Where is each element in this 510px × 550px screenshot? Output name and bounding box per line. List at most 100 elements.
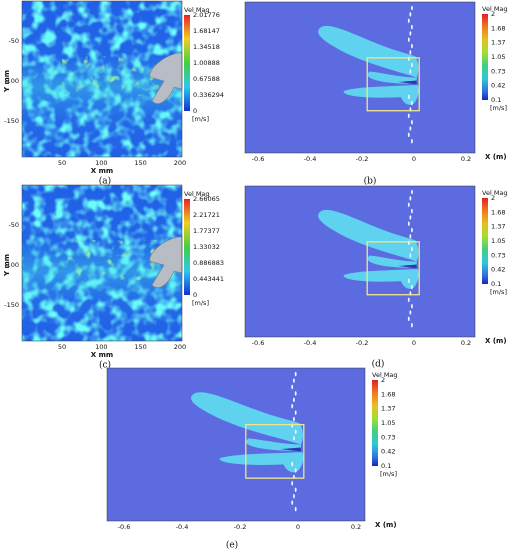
plume-upper (318, 209, 419, 262)
x-tick-label: 0 (412, 339, 416, 347)
colorbar-label: 1.05 (381, 419, 395, 427)
x-axis-label: X mm (91, 351, 113, 359)
colorbar (184, 199, 190, 295)
x-tick-label: 0 (412, 155, 416, 163)
colorbar-label: 0.73 (491, 251, 505, 259)
blade-trace (291, 384, 294, 390)
blade-trace (409, 12, 412, 17)
colorbar-label: 1.68147 (193, 27, 220, 35)
x-tick-label: 0 (296, 523, 300, 531)
blade-trace (291, 500, 294, 505)
y-axis-label: Y mm (3, 254, 11, 277)
x-tick-label: 200 (174, 159, 186, 167)
colorbar (482, 14, 488, 100)
blade-trace (293, 416, 295, 422)
x-tick-label: 50 (58, 343, 66, 351)
blade-trace (411, 43, 413, 49)
x-tick-label: -0.2 (234, 523, 247, 531)
blade-trace (409, 253, 412, 258)
plume-lower (343, 85, 419, 105)
frame (21, 0, 183, 158)
blade-trace (407, 278, 410, 284)
blade-trace (294, 429, 297, 435)
frame (244, 185, 476, 338)
blade-trace (411, 62, 413, 68)
blade-trace (411, 24, 413, 30)
colorbar-label: 0.73 (491, 67, 505, 75)
colorbar-title: Vel Mag (372, 371, 398, 379)
blade-trace (407, 297, 410, 303)
colorbar-label: 0.42 (491, 266, 505, 274)
colorbar-unit: [m/s] (192, 299, 209, 307)
blade-trace (293, 494, 295, 499)
x-axis-label: X (m) (485, 153, 507, 161)
wake-core (398, 80, 417, 85)
plume-lower (219, 452, 304, 473)
blade-trace (411, 323, 413, 328)
blade-trace (407, 37, 410, 42)
plume-mid (246, 438, 301, 451)
y-tick-label: -150 (4, 117, 19, 125)
blade-trace (411, 246, 413, 252)
blade-trace (409, 234, 412, 239)
blade-trace (291, 404, 294, 409)
x-tick-label: 0.2 (461, 339, 471, 347)
blade-trace (409, 196, 412, 201)
blade-trace (411, 284, 413, 290)
plume-upper (191, 392, 303, 445)
colorbar-label: 1.00888 (193, 59, 220, 67)
colorbar-unit: [m/s] (490, 104, 507, 112)
x-tick-label: -0.4 (304, 155, 317, 163)
colorbar-label: 0 (193, 107, 197, 115)
cfd-field (107, 368, 365, 521)
x-axis-label: X (m) (485, 337, 507, 345)
colorbar-label: 2 (381, 376, 385, 384)
blade-trace (294, 410, 297, 415)
plume-mid (367, 255, 417, 268)
colorbar-label: 0 (193, 291, 197, 299)
blade-trace (411, 208, 413, 214)
x-tick-label: 0.2 (351, 523, 361, 531)
blade-trace (409, 126, 412, 131)
colorbar-label: 1.68 (491, 24, 505, 32)
colorbar (184, 15, 190, 111)
x-tick-label: 100 (95, 343, 107, 351)
blade-trace (294, 468, 297, 473)
colorbar-label: 0.336294 (193, 91, 224, 99)
piv-noise-green (62, 240, 162, 280)
colorbar-label: 2.21721 (193, 211, 220, 219)
y-tick-label: 100 (7, 261, 19, 269)
colorbar-unit: [m/s] (192, 115, 209, 123)
x-tick-label: 200 (174, 343, 186, 351)
x-tick-label: -0.6 (252, 155, 265, 163)
blade-trace (293, 397, 295, 403)
colorbar-label: 0.42 (381, 448, 395, 456)
x-axis-label: X (m) (375, 521, 397, 529)
cfd-field (245, 186, 475, 337)
blade-trace (411, 303, 413, 309)
x-tick-label: 0.2 (461, 155, 471, 163)
colorbar-label: 1.37 (381, 405, 395, 413)
colorbar-label: 2.01776 (193, 11, 220, 19)
blade-trace (411, 100, 413, 106)
blade-trace (409, 50, 412, 55)
colorbar-label: 1.37 (491, 223, 505, 231)
cfd-field (245, 2, 475, 153)
colorbar-label: 0.1 (491, 96, 501, 104)
colorbar-label: 1.05 (491, 53, 505, 61)
colorbar-label: 1.68 (491, 208, 505, 216)
colorbar-label: 2 (491, 194, 495, 202)
zoom-box (366, 241, 420, 296)
blade-trace (294, 371, 297, 377)
frame (106, 367, 366, 522)
colorbar-label: 1.77377 (193, 227, 220, 235)
plume (318, 209, 419, 289)
plume (318, 25, 419, 105)
wake-core (280, 447, 301, 452)
blade-trace (409, 69, 412, 74)
x-tick-label: -0.4 (176, 523, 189, 531)
x-tick-label: 50 (58, 159, 66, 167)
colorbar-label: 2.66065 (193, 195, 220, 203)
x-tick-label: -0.2 (356, 339, 369, 347)
